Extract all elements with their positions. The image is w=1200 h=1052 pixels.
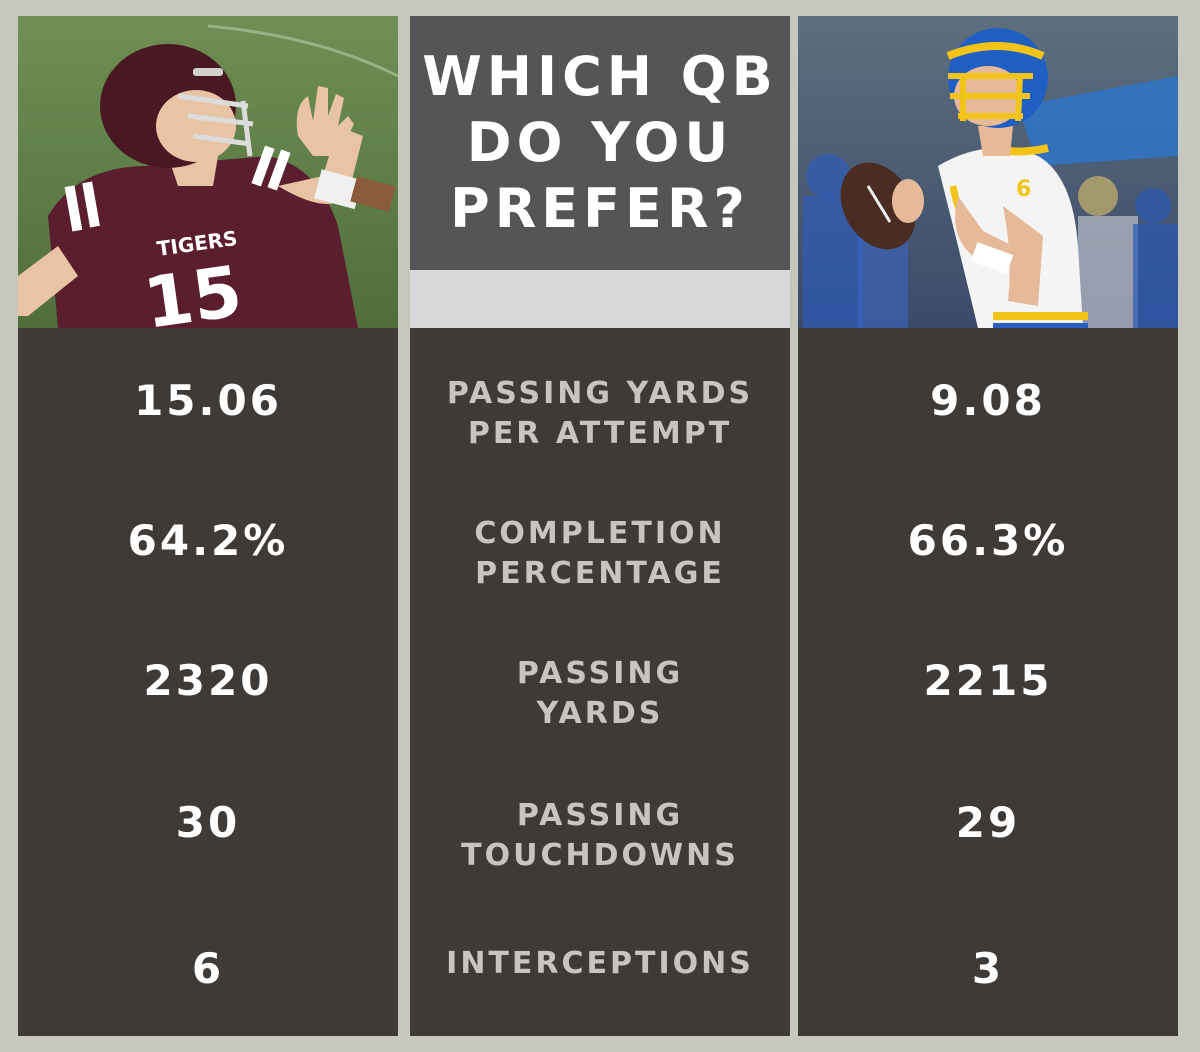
football-icon bbox=[840, 162, 916, 250]
stat-label: INTERCEPTIONS bbox=[446, 946, 754, 981]
stat-label: PASSING YARDS bbox=[516, 656, 684, 731]
left-jersey-number: 15 bbox=[139, 250, 247, 328]
left-stats-panel: 15.06 64.2% 2320 30 6 bbox=[18, 328, 398, 1036]
title-divider-strip bbox=[410, 270, 790, 328]
right-stat-value: 9.08 bbox=[930, 376, 1046, 425]
page-title: WHICH QB DO YOU PREFER? bbox=[422, 45, 778, 240]
title-box: WHICH QB DO YOU PREFER? bbox=[410, 16, 790, 270]
stat-label: COMPLETION PERCENTAGE bbox=[474, 516, 726, 591]
right-stat-value: 2215 bbox=[923, 656, 1053, 705]
right-stats-panel: 9.08 66.3% 2215 29 3 bbox=[798, 328, 1178, 1036]
stat-label: PASSING YARDS PER ATTEMPT bbox=[446, 376, 754, 451]
left-stat-value: 6 bbox=[191, 944, 225, 993]
right-stat-value: 3 bbox=[971, 944, 1005, 993]
right-stat-value: 66.3% bbox=[907, 516, 1069, 565]
right-stat-value: 29 bbox=[955, 798, 1021, 847]
right-jersey-number: 6 bbox=[1016, 177, 1031, 202]
left-stat-value: 30 bbox=[175, 798, 241, 847]
left-stat-value: 15.06 bbox=[134, 376, 282, 425]
right-qb-photo: 6 bbox=[798, 16, 1178, 328]
stat-label: PASSING TOUCHDOWNS bbox=[461, 798, 739, 873]
left-qb-photo: TIGERS 15 bbox=[18, 16, 398, 328]
left-stat-value: 64.2% bbox=[127, 516, 289, 565]
left-stat-value: 2320 bbox=[143, 656, 273, 705]
labels-panel: PASSING YARDS PER ATTEMPT COMPLETION PER… bbox=[410, 328, 790, 1036]
